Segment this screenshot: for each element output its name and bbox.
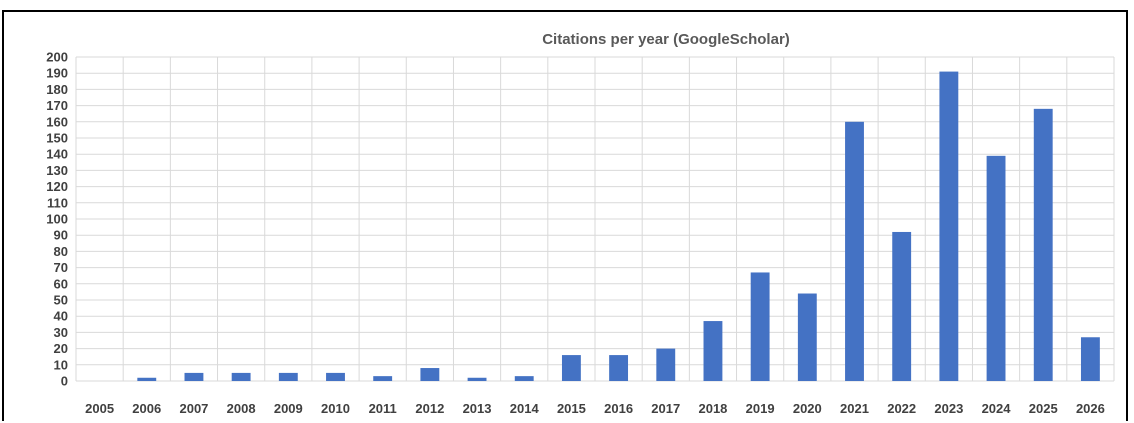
- bar-2009: [278, 372, 298, 381]
- y-tick-label: 70: [54, 260, 68, 275]
- bar-2021: [845, 121, 864, 382]
- x-tick-label: 2023: [934, 401, 963, 416]
- y-tick-label: 60: [54, 276, 68, 291]
- bar-2006: [137, 377, 157, 381]
- y-tick-label: 10: [54, 357, 68, 372]
- x-tick-label: 2006: [132, 401, 161, 416]
- x-tick-label: 2005: [85, 401, 114, 416]
- bar-2017: [656, 348, 676, 381]
- y-tick-label: 110: [47, 195, 68, 210]
- bar-2011: [373, 376, 393, 381]
- x-tick-label: 2017: [651, 401, 680, 416]
- x-tick-label: 2024: [982, 401, 1012, 416]
- y-tick-label: 120: [46, 179, 68, 194]
- y-tick-label: 100: [46, 212, 68, 227]
- bar-2025: [1033, 108, 1053, 381]
- y-tick-label: 20: [54, 341, 68, 356]
- bars: [137, 71, 1100, 382]
- x-tick-label: 2007: [179, 401, 208, 416]
- x-tick-label: 2026: [1076, 401, 1105, 416]
- bar-2007: [184, 372, 204, 381]
- y-tick-label: 150: [46, 131, 68, 146]
- x-tick-label: 2016: [604, 401, 633, 416]
- bar-2024: [986, 155, 1006, 381]
- x-tick-label: 2022: [887, 401, 916, 416]
- y-tick-label: 80: [54, 244, 68, 259]
- x-tick-label: 2010: [321, 401, 350, 416]
- x-tick-label: 2021: [840, 401, 869, 416]
- bar-2019: [750, 272, 770, 381]
- y-tick-label: 0: [61, 374, 68, 389]
- x-tick-label: 2014: [510, 401, 540, 416]
- x-tick-label: 2015: [557, 401, 586, 416]
- x-tick-label: 2009: [274, 401, 303, 416]
- x-tick-label: 2019: [746, 401, 775, 416]
- x-tick-label: 2008: [227, 401, 256, 416]
- x-tick-label: 2018: [698, 401, 727, 416]
- x-tick-label: 2025: [1029, 401, 1058, 416]
- y-tick-label: 170: [46, 98, 68, 113]
- x-tick-label: 2011: [369, 401, 397, 416]
- bar-2013: [467, 377, 487, 381]
- x-tick-label: 2012: [415, 401, 444, 416]
- bar-2010: [326, 372, 345, 381]
- y-tick-label: 200: [46, 50, 68, 65]
- y-tick-label: 160: [46, 114, 68, 129]
- y-tick-label: 40: [54, 309, 68, 324]
- bar-2012: [420, 368, 440, 381]
- y-tick-label: 140: [46, 147, 68, 162]
- x-tick-label: 2013: [463, 401, 492, 416]
- bar-2022: [892, 231, 912, 381]
- x-axis-ticks: 2005 2006 2007 2008 2009 2010 2011 2012 2013 2014…: [85, 401, 1105, 416]
- x-tick-label: 2020: [793, 401, 822, 416]
- y-tick-label: 30: [54, 325, 68, 340]
- bar-2015: [561, 355, 581, 381]
- y-tick-label: 190: [46, 66, 68, 81]
- y-tick-label: 130: [46, 163, 68, 178]
- bar-2023: [939, 71, 959, 381]
- bar-2016: [609, 355, 629, 381]
- y-tick-label: 50: [54, 293, 68, 308]
- y-tick-label: 90: [54, 228, 68, 243]
- bar-2008: [231, 372, 251, 381]
- bar-2026: [1080, 337, 1100, 381]
- chart-title: Citations per year (GoogleScholar): [542, 31, 790, 48]
- bar-2014: [514, 376, 534, 381]
- bar-2018: [703, 321, 723, 381]
- y-tick-label: 180: [46, 82, 68, 97]
- bar-2020: [797, 293, 817, 381]
